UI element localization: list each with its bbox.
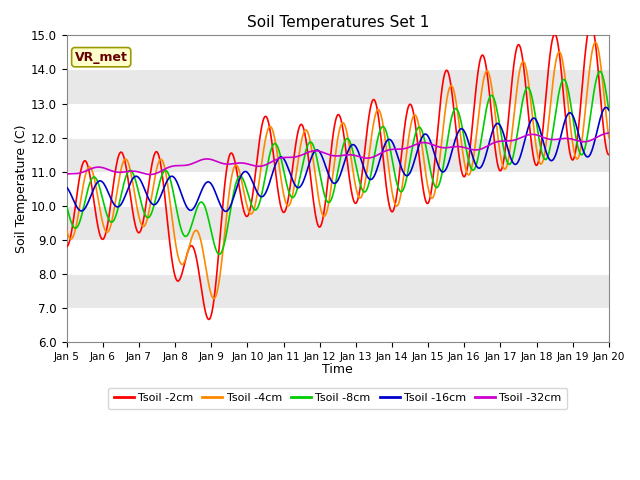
Tsoil -2cm xyxy=(605,152,612,157)
Tsoil -4cm xyxy=(179,261,187,267)
Tsoil -16cm xyxy=(605,107,612,113)
Tsoil -32cm xyxy=(554,136,561,142)
Tsoil -8cm xyxy=(605,108,612,113)
Tsoil -32cm xyxy=(147,172,154,178)
Tsoil -4cm xyxy=(210,296,218,301)
Tsoil -8cm xyxy=(216,252,223,257)
Tsoil -2cm xyxy=(179,268,187,274)
Line: Tsoil -2cm: Tsoil -2cm xyxy=(67,24,609,319)
Bar xyxy=(67,240,609,274)
Tsoil -8cm xyxy=(400,185,408,191)
Line: Tsoil -16cm: Tsoil -16cm xyxy=(67,108,609,211)
Line: Tsoil -8cm: Tsoil -8cm xyxy=(67,72,609,254)
Tsoil -32cm xyxy=(605,130,612,136)
Tsoil -2cm xyxy=(214,255,222,261)
Tsoil -8cm xyxy=(391,170,399,176)
Title: Soil Temperatures Set 1: Soil Temperatures Set 1 xyxy=(246,15,429,30)
Tsoil -4cm xyxy=(63,227,70,233)
Tsoil -16cm xyxy=(554,146,561,152)
Tsoil -8cm xyxy=(179,230,187,236)
Tsoil -2cm xyxy=(587,21,595,26)
Tsoil -2cm xyxy=(391,204,399,210)
Tsoil -2cm xyxy=(400,129,408,134)
Bar xyxy=(67,36,609,70)
Bar xyxy=(67,172,609,206)
Tsoil -4cm xyxy=(605,134,612,140)
Bar xyxy=(67,104,609,138)
Tsoil -32cm xyxy=(179,163,187,168)
Bar xyxy=(67,70,609,104)
Tsoil -16cm xyxy=(63,184,70,190)
Tsoil -8cm xyxy=(554,98,561,104)
Text: VR_met: VR_met xyxy=(75,51,127,64)
Tsoil -32cm xyxy=(605,130,612,136)
Tsoil -4cm xyxy=(591,39,599,45)
Bar xyxy=(67,308,609,342)
Tsoil -32cm xyxy=(400,146,408,152)
Tsoil -32cm xyxy=(63,171,70,177)
Tsoil -2cm xyxy=(63,244,70,250)
Tsoil -32cm xyxy=(214,159,222,165)
Tsoil -4cm xyxy=(400,170,408,176)
Legend: Tsoil -2cm, Tsoil -4cm, Tsoil -8cm, Tsoil -16cm, Tsoil -32cm: Tsoil -2cm, Tsoil -4cm, Tsoil -8cm, Tsoi… xyxy=(108,388,567,409)
Tsoil -2cm xyxy=(605,152,612,157)
Tsoil -4cm xyxy=(214,284,222,290)
Bar xyxy=(67,138,609,172)
Bar xyxy=(67,274,609,308)
Tsoil -8cm xyxy=(596,69,604,74)
Tsoil -32cm xyxy=(391,146,399,152)
Tsoil -16cm xyxy=(602,105,610,110)
Tsoil -16cm xyxy=(222,208,230,214)
Tsoil -8cm xyxy=(63,203,70,209)
Line: Tsoil -32cm: Tsoil -32cm xyxy=(67,133,609,175)
Tsoil -4cm xyxy=(605,135,612,141)
Tsoil -8cm xyxy=(214,251,222,256)
Tsoil -16cm xyxy=(214,196,222,202)
Tsoil -4cm xyxy=(391,200,399,206)
Tsoil -16cm xyxy=(179,195,187,201)
Tsoil -2cm xyxy=(205,316,212,322)
Y-axis label: Soil Temperature (C): Soil Temperature (C) xyxy=(15,124,28,253)
Tsoil -16cm xyxy=(605,107,612,113)
Line: Tsoil -4cm: Tsoil -4cm xyxy=(67,42,609,299)
Tsoil -4cm xyxy=(554,52,561,58)
X-axis label: Time: Time xyxy=(323,363,353,376)
Tsoil -2cm xyxy=(554,38,561,44)
Tsoil -16cm xyxy=(391,144,399,150)
Tsoil -8cm xyxy=(605,107,612,112)
Bar xyxy=(67,206,609,240)
Tsoil -16cm xyxy=(400,171,408,177)
